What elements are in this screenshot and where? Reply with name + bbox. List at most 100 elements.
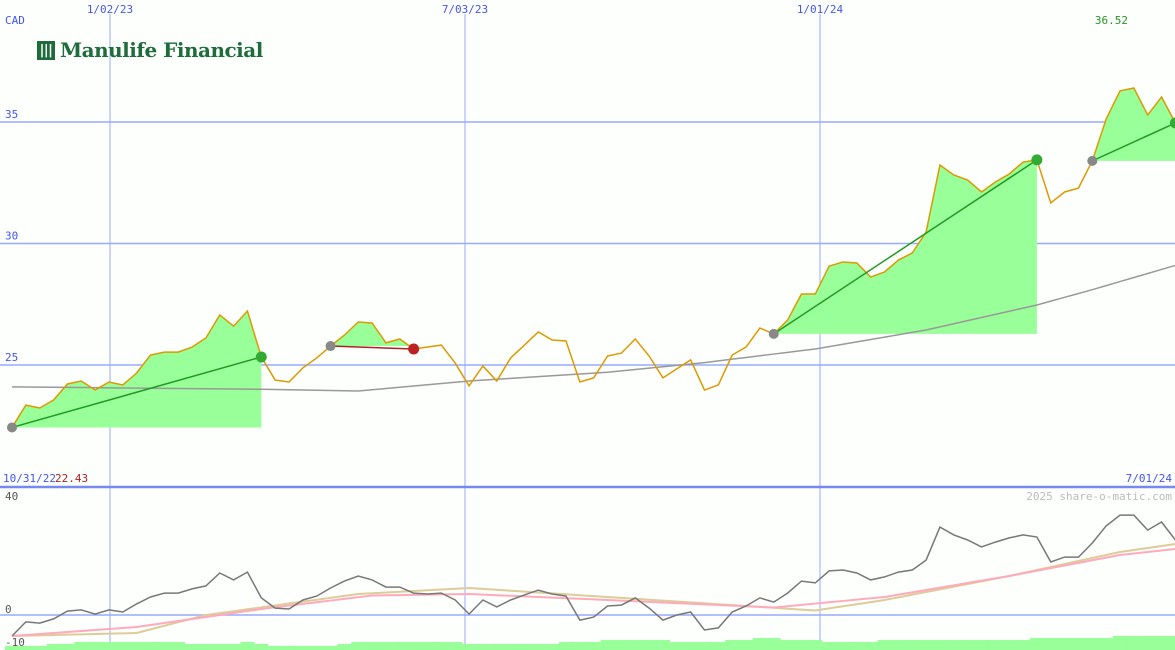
volume-bar bbox=[988, 640, 1003, 650]
volume-bar bbox=[115, 642, 130, 650]
price-line bbox=[11, 87, 1175, 428]
volume-bar bbox=[531, 644, 546, 650]
volume-bar bbox=[503, 644, 518, 650]
volume-bar bbox=[198, 644, 213, 650]
volume-bar bbox=[974, 640, 989, 650]
volume-bar bbox=[1126, 636, 1141, 650]
volume-bar bbox=[891, 640, 906, 650]
signal-trend-line bbox=[773, 159, 1038, 335]
volume-bar bbox=[932, 640, 947, 650]
volume-bar bbox=[1043, 638, 1058, 650]
company-logo: ||| Manulife Financial bbox=[37, 38, 263, 62]
volume-bar bbox=[88, 642, 103, 650]
volume-bar bbox=[323, 646, 338, 650]
buy-signal-dot bbox=[325, 341, 336, 352]
volume-bar bbox=[60, 644, 75, 650]
volume-bar bbox=[282, 646, 296, 650]
oscillator-line bbox=[11, 514, 1175, 637]
signal-trend-line bbox=[11, 356, 262, 429]
volume-bar bbox=[309, 646, 324, 650]
volume-bar bbox=[420, 642, 435, 650]
volume-bar bbox=[794, 640, 809, 650]
volume-bar bbox=[836, 642, 850, 650]
y-tick-label: 35 bbox=[5, 108, 18, 121]
signal-trend-line bbox=[330, 345, 414, 350]
volume-bar bbox=[143, 642, 158, 650]
volume-bar bbox=[614, 640, 629, 650]
volume-bar bbox=[1029, 638, 1044, 650]
volume-bar bbox=[475, 644, 490, 650]
osc-y-tick-label: -10 bbox=[5, 636, 25, 649]
currency-label: CAD bbox=[5, 14, 25, 27]
volume-bar bbox=[129, 642, 144, 650]
x-tick-label: 7/03/23 bbox=[442, 3, 488, 16]
volume-bar bbox=[586, 642, 601, 650]
end-date-label: 7/01/24 bbox=[1126, 472, 1173, 485]
volume-bar bbox=[32, 646, 47, 650]
volume-bar bbox=[600, 640, 615, 650]
volume-bar bbox=[226, 644, 241, 650]
volume-bar bbox=[74, 642, 89, 650]
volume-bar bbox=[905, 640, 920, 650]
volume-bar bbox=[365, 642, 380, 650]
volume-bar bbox=[1168, 636, 1175, 650]
volume-bar bbox=[1071, 638, 1086, 650]
sell-signal-dot bbox=[1169, 117, 1175, 129]
volume-bar bbox=[863, 642, 878, 650]
volume-bar bbox=[960, 640, 975, 650]
volume-bar bbox=[877, 640, 892, 650]
volume-bar bbox=[517, 644, 532, 650]
volume-bar bbox=[642, 640, 657, 650]
oscillator-fast-line bbox=[11, 548, 1175, 637]
volume-bar bbox=[1154, 636, 1169, 650]
volume-bar bbox=[711, 642, 726, 650]
volume-bar bbox=[18, 646, 33, 650]
y-tick-label: 30 bbox=[5, 230, 18, 243]
volume-bar bbox=[212, 644, 227, 650]
volume-bar bbox=[185, 644, 200, 650]
start-date-label: 10/31/22 bbox=[3, 472, 56, 485]
volume-bar bbox=[780, 640, 795, 650]
manulife-logo-icon: ||| bbox=[37, 40, 55, 60]
volume-bar bbox=[752, 638, 767, 650]
moving-average-line bbox=[11, 264, 1175, 392]
volume-bar bbox=[406, 642, 421, 650]
volume-bar bbox=[448, 642, 463, 650]
volume-bar bbox=[434, 642, 449, 650]
company-name: Manulife Financial bbox=[60, 38, 263, 62]
volume-bar bbox=[766, 638, 781, 650]
volume-bar bbox=[254, 644, 269, 650]
volume-bar bbox=[1016, 640, 1031, 650]
volume-bar bbox=[378, 642, 393, 650]
buy-signal-dot bbox=[7, 422, 17, 433]
y-tick-label: 25 bbox=[5, 351, 18, 364]
volume-bar bbox=[295, 646, 310, 650]
signal-trend-line bbox=[1091, 122, 1175, 162]
volume-bar bbox=[157, 642, 172, 650]
start-price-label: 22.43 bbox=[55, 472, 88, 485]
volume-bar bbox=[171, 642, 186, 650]
volume-bar bbox=[1140, 636, 1155, 650]
sell-signal-dot bbox=[408, 343, 420, 355]
buy-signal-dot bbox=[1087, 155, 1098, 166]
volume-bar bbox=[1113, 636, 1127, 650]
volume-bar bbox=[1002, 640, 1017, 650]
sell-signal-dot bbox=[255, 351, 267, 363]
volume-bar bbox=[351, 642, 366, 650]
last-price-label: 36.52 bbox=[1095, 14, 1128, 27]
volume-bar bbox=[5, 646, 19, 650]
volume-bar bbox=[1099, 638, 1114, 650]
volume-bar bbox=[101, 642, 116, 650]
volume-bar bbox=[946, 640, 961, 650]
volume-bar bbox=[268, 646, 283, 650]
sell-signal-dot bbox=[1031, 154, 1043, 166]
volume-bar bbox=[697, 642, 712, 650]
x-tick-label: 1/02/23 bbox=[87, 3, 133, 16]
oscillator-slow-line bbox=[11, 543, 1175, 637]
volume-bar bbox=[1057, 638, 1072, 650]
gain-area bbox=[12, 311, 262, 428]
volume-bar bbox=[655, 640, 670, 650]
volume-bar bbox=[572, 642, 587, 650]
volume-bar bbox=[489, 644, 504, 650]
